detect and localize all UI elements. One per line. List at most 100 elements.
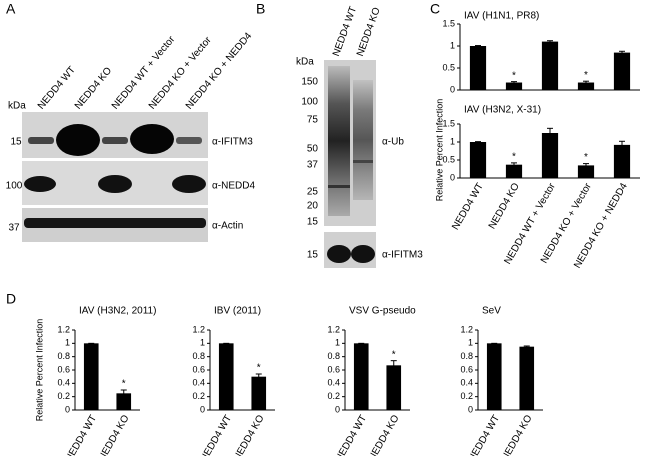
y-tick-label: 1 — [468, 338, 473, 348]
x-tick-label: NEDD4 KO — [232, 413, 267, 456]
y-tick-label: 0 — [335, 404, 340, 414]
bar — [505, 164, 523, 178]
marker: 15 — [307, 250, 319, 261]
blot-b — [324, 60, 376, 268]
y-tick-label: 1 — [200, 338, 205, 348]
x-tick-label: NEDD4 KO — [97, 413, 132, 456]
y-tick-label: 0.8 — [327, 351, 340, 361]
y-tick-label: 0.4 — [327, 378, 340, 388]
y-tick-label: 1.2 — [327, 324, 340, 334]
x-tick-label: NEDD4 WT — [333, 413, 369, 456]
x-tick-label: NEDD4 WT — [63, 413, 99, 456]
y-tick-label: 0.5 — [442, 154, 455, 164]
significance-mark: * — [512, 152, 516, 163]
marker: 25 — [307, 187, 319, 198]
bar — [613, 52, 631, 90]
y-tick-label: 0.5 — [442, 62, 455, 72]
lane-label: NEDD4 KO + Vector — [147, 34, 214, 111]
x-tick-label: NEDD4 WT — [466, 413, 502, 456]
bar — [83, 343, 99, 410]
y-tick-label: 1.5 — [442, 118, 455, 128]
y-tick-label: 1.2 — [57, 324, 70, 334]
marker: 37 — [8, 223, 20, 234]
x-tick-label: NEDD4 WT — [450, 181, 486, 232]
lane-label: NEDD4 WT — [36, 65, 78, 112]
marker: 15 — [10, 137, 22, 148]
significance-mark: * — [392, 349, 396, 360]
lane-label: NEDD4 KO — [73, 65, 114, 111]
y-axis-label: Relative Percent Infection — [34, 319, 44, 422]
marker: 37 — [307, 160, 319, 171]
y-tick-label: 1.2 — [460, 324, 473, 334]
y-tick-label: 0 — [450, 172, 455, 182]
significance-mark: * — [584, 70, 588, 81]
bar — [116, 393, 132, 410]
y-tick-label: 0.2 — [57, 391, 70, 401]
y-axis-label: Relative Percent Infection — [434, 99, 444, 202]
y-tick-label: 0.2 — [192, 391, 205, 401]
antibody-label: α-NEDD4 — [212, 181, 255, 192]
x-tick-label: NEDD4 KO — [367, 413, 402, 456]
bar — [577, 82, 595, 90]
significance-mark: * — [257, 363, 261, 374]
y-tick-label: 0.6 — [192, 364, 205, 374]
lane-label: NEDD4 KO — [355, 6, 383, 58]
y-tick-label: 0.4 — [192, 378, 205, 388]
kda-label: kDa — [296, 57, 314, 68]
chart-title: IAV (H3N2, 2011) — [79, 306, 156, 317]
bar — [218, 343, 234, 410]
chart-title: IAV (H3N2, X-31) — [464, 105, 541, 116]
y-tick-label: 0.8 — [460, 351, 473, 361]
bar — [505, 82, 523, 90]
marker: 20 — [307, 201, 319, 212]
y-tick-label: 0.8 — [192, 351, 205, 361]
panel-label: D — [6, 291, 16, 307]
y-tick-label: 0.4 — [460, 378, 473, 388]
y-tick-label: 1.2 — [192, 324, 205, 334]
panel-label: A — [6, 1, 16, 17]
y-tick-label: 0.4 — [57, 378, 70, 388]
kda-label: kDa — [8, 101, 26, 112]
bar — [486, 343, 502, 410]
x-tick-label: NEDD4 KO — [487, 181, 522, 231]
y-tick-label: 1 — [450, 40, 455, 50]
antibody-label: α-Actin — [212, 221, 243, 232]
y-tick-label: 0 — [65, 404, 70, 414]
y-tick-label: 1 — [450, 136, 455, 146]
antibody-label: α-IFITM3 — [382, 250, 423, 261]
y-tick-label: 0.8 — [57, 351, 70, 361]
y-tick-label: 0 — [468, 404, 473, 414]
panel-label: C — [430, 1, 440, 17]
y-tick-label: 0.6 — [460, 364, 473, 374]
significance-mark: * — [584, 152, 588, 163]
lane-label: NEDD4 WT — [331, 5, 359, 58]
marker: 15 — [307, 217, 319, 228]
bar — [577, 165, 595, 178]
antibody-label: α-Ub — [382, 137, 404, 148]
marker: 50 — [307, 144, 319, 155]
bar — [469, 46, 487, 90]
bar — [519, 346, 535, 410]
bar — [386, 365, 402, 410]
y-tick-label: 0 — [450, 84, 455, 94]
bar — [613, 144, 631, 178]
marker: 100 — [6, 181, 23, 192]
antibody-label: α-IFITM3 — [212, 137, 253, 148]
y-tick-label: 0.2 — [460, 391, 473, 401]
bar — [469, 142, 487, 178]
bar — [251, 376, 267, 410]
y-tick-label: 0 — [200, 404, 205, 414]
bar — [541, 41, 559, 90]
y-tick-label: 0.6 — [57, 364, 70, 374]
marker: 150 — [301, 77, 318, 88]
marker: 100 — [301, 97, 318, 108]
y-tick-label: 1 — [65, 338, 70, 348]
chart-title: VSV G-pseudo — [349, 306, 416, 317]
lane-label: NEDD4 WT + Vector — [110, 34, 178, 112]
y-tick-label: 1.5 — [442, 18, 455, 28]
chart-title: IBV (2011) — [214, 306, 261, 317]
marker: 75 — [307, 115, 319, 126]
y-tick-label: 1 — [335, 338, 340, 348]
panel-label: B — [256, 1, 265, 17]
